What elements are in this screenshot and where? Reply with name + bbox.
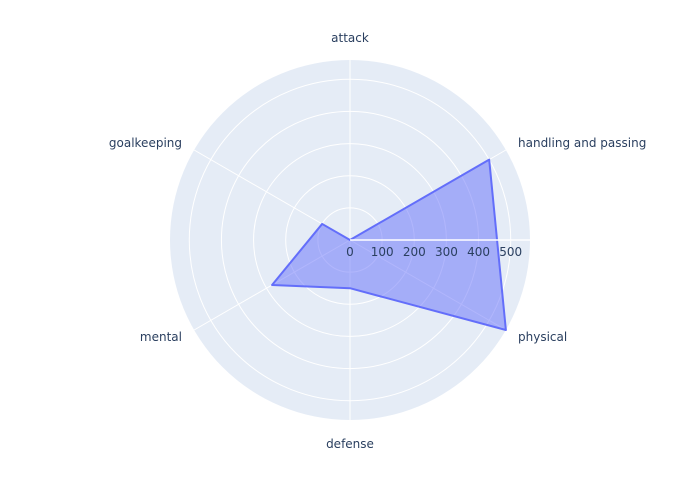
radial-tick-label-200: 200	[403, 245, 426, 259]
axis-label-mental: mental	[140, 330, 182, 344]
radial-tick-label-100: 100	[371, 245, 394, 259]
radial-axis: 0 100 200 300 400 500	[346, 239, 530, 259]
axis-label-defense: defense	[326, 437, 374, 451]
axis-label-handling-and-passing: handling and passing	[518, 136, 646, 150]
axis-label-goalkeeping: goalkeeping	[109, 136, 182, 150]
series-area-0	[271, 158, 507, 331]
axis-label-physical: physical	[518, 330, 567, 344]
angular-axis-labels: attack handling and passing physical defens…	[109, 31, 646, 451]
radial-tick-label-500: 500	[499, 245, 522, 259]
series-layer	[271, 158, 507, 331]
radial-tick-label-0: 0	[346, 245, 354, 259]
radial-tick-label-400: 400	[467, 245, 490, 259]
axis-label-attack: attack	[331, 31, 369, 45]
radial-tick-label-300: 300	[435, 245, 458, 259]
